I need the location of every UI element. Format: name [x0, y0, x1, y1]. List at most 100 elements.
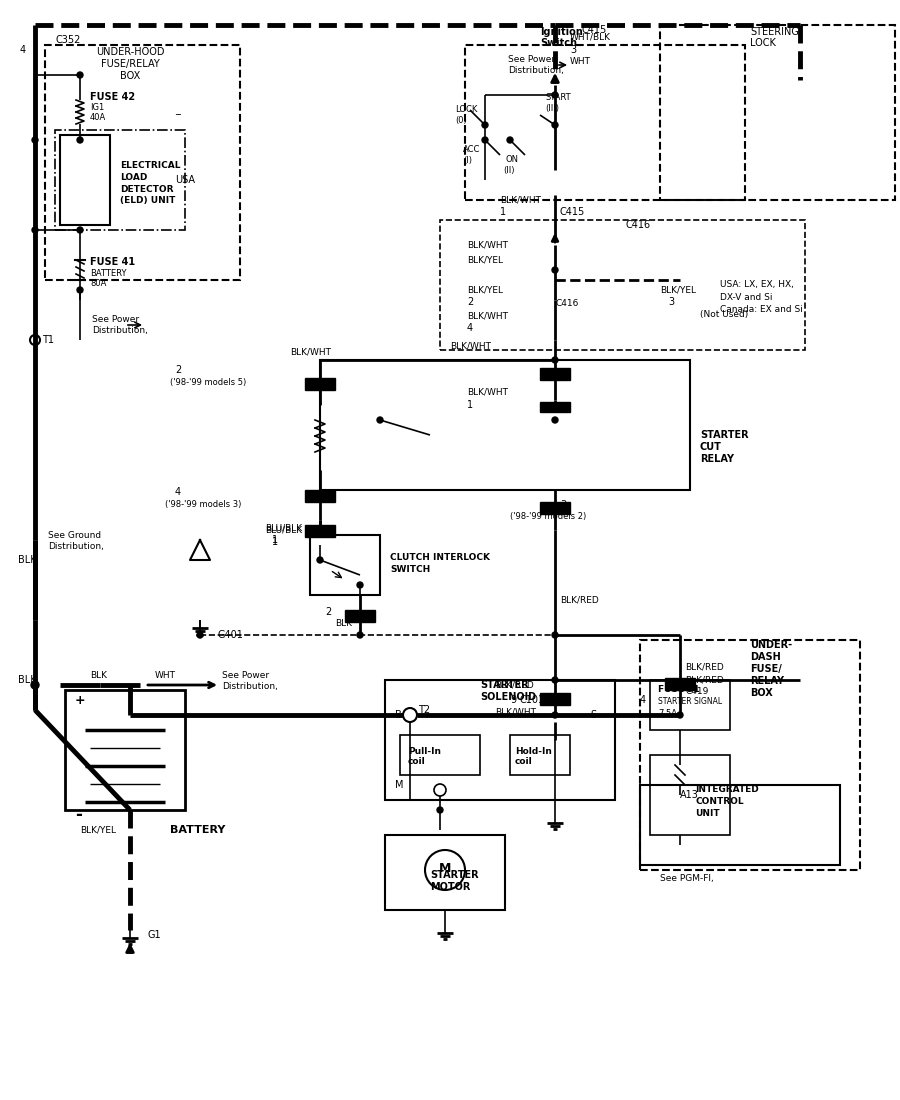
Text: C101: C101	[520, 695, 545, 705]
Text: BATTERY: BATTERY	[90, 268, 127, 277]
Bar	[640, 640, 860, 870]
Bar	[305, 525, 335, 537]
Bar	[465, 45, 745, 200]
Text: 80A: 80A	[90, 278, 106, 287]
Text: T2: T2	[418, 705, 430, 715]
Circle shape	[552, 417, 558, 424]
Bar	[55, 130, 185, 230]
Text: STEERING: STEERING	[750, 28, 799, 37]
Text: 9: 9	[510, 695, 516, 705]
Text: BLU/BLK: BLU/BLK	[265, 526, 302, 535]
Circle shape	[552, 676, 558, 683]
Text: BOX: BOX	[120, 72, 140, 81]
Bar	[540, 693, 570, 705]
Text: ('98-'99 models 2): ('98-'99 models 2)	[510, 513, 586, 521]
Text: ACC: ACC	[463, 145, 481, 154]
Text: (ELD) UNIT: (ELD) UNIT	[120, 197, 176, 206]
Text: BLK/WHT: BLK/WHT	[467, 311, 508, 320]
Text: BLK: BLK	[335, 618, 352, 627]
Text: 4: 4	[175, 487, 181, 497]
Text: BLK/WHT: BLK/WHT	[495, 707, 536, 716]
Bar	[510, 735, 570, 776]
Text: WHT: WHT	[155, 671, 176, 680]
Text: M: M	[439, 861, 452, 875]
Text: DETECTOR: DETECTOR	[120, 185, 174, 194]
Text: BLK/WHT: BLK/WHT	[450, 341, 491, 351]
Bar	[440, 220, 805, 350]
Text: C419: C419	[685, 688, 708, 696]
Text: Distribution,: Distribution,	[222, 682, 278, 692]
Text: M: M	[395, 780, 403, 790]
Text: RELAY: RELAY	[700, 454, 734, 464]
Text: +: +	[75, 693, 86, 706]
Text: BLK: BLK	[18, 675, 37, 685]
Circle shape	[30, 336, 40, 345]
Text: BLK/YEL: BLK/YEL	[467, 255, 503, 264]
Circle shape	[77, 227, 83, 233]
Circle shape	[32, 227, 38, 233]
Text: (Not Used): (Not Used)	[700, 309, 748, 319]
Text: BLK/RED: BLK/RED	[685, 675, 724, 684]
Text: SOLENOID: SOLENOID	[480, 692, 536, 702]
Bar	[540, 502, 570, 514]
Text: UNDER-: UNDER-	[750, 640, 792, 650]
Text: BLU/BLK: BLU/BLK	[265, 524, 302, 532]
Text: WHT/BLK: WHT/BLK	[570, 33, 611, 42]
Text: BLK/YEL: BLK/YEL	[80, 825, 116, 835]
Text: _: _	[175, 104, 180, 116]
Text: coil: coil	[408, 758, 426, 767]
Bar	[650, 680, 730, 730]
Bar	[540, 368, 570, 379]
Text: Distribution,: Distribution,	[92, 327, 148, 336]
Text: See Ground: See Ground	[48, 530, 101, 539]
Text: 40A: 40A	[90, 113, 106, 122]
Text: CONTROL: CONTROL	[695, 798, 743, 806]
Text: 4: 4	[640, 695, 646, 705]
Text: C416: C416	[555, 298, 579, 308]
Circle shape	[552, 122, 558, 128]
Text: -: -	[75, 806, 82, 824]
Text: (I): (I)	[463, 155, 472, 165]
Text: ('98-'99 models 3): ('98-'99 models 3)	[165, 500, 241, 509]
Bar	[640, 785, 840, 865]
Text: T1: T1	[42, 336, 54, 345]
Text: See Power: See Power	[92, 316, 140, 324]
Circle shape	[437, 807, 443, 813]
Text: 3: 3	[570, 45, 576, 55]
Text: FUSE 31: FUSE 31	[658, 685, 700, 694]
Text: 2: 2	[175, 365, 181, 375]
Text: A13: A13	[680, 790, 699, 800]
Bar	[305, 378, 335, 390]
Circle shape	[482, 138, 488, 143]
Circle shape	[552, 712, 558, 718]
Text: 3: 3	[560, 500, 566, 510]
Bar	[540, 402, 570, 412]
Text: Distribution,: Distribution,	[508, 66, 564, 76]
Text: STARTER SIGNAL: STARTER SIGNAL	[658, 697, 722, 706]
Text: C416: C416	[625, 220, 650, 230]
Circle shape	[317, 557, 323, 563]
Text: STARTER: STARTER	[700, 430, 749, 440]
Text: 4: 4	[467, 323, 473, 333]
Text: DX-V and Si: DX-V and Si	[720, 293, 772, 301]
Text: FUSE 42: FUSE 42	[90, 92, 135, 102]
Bar	[665, 678, 695, 690]
Text: Distribution,: Distribution,	[48, 542, 104, 551]
Circle shape	[677, 712, 683, 718]
Bar	[650, 755, 730, 835]
Text: Pull-In: Pull-In	[408, 747, 441, 756]
Text: 3: 3	[668, 297, 674, 307]
Text: 7.5A: 7.5A	[658, 710, 677, 718]
Text: coil: coil	[515, 758, 533, 767]
Text: (III): (III)	[545, 103, 559, 112]
Bar	[385, 835, 505, 910]
Circle shape	[552, 632, 558, 638]
Bar	[345, 610, 375, 621]
Text: BOX: BOX	[750, 688, 773, 698]
Circle shape	[77, 287, 83, 293]
Circle shape	[357, 582, 363, 588]
Text: 2: 2	[467, 297, 473, 307]
Bar	[45, 45, 240, 280]
Text: BATTERY: BATTERY	[170, 825, 225, 835]
Text: MOTOR: MOTOR	[430, 882, 471, 892]
